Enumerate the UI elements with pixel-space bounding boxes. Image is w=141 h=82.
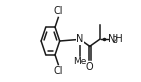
Text: Cl: Cl (54, 6, 63, 16)
Text: Cl: Cl (54, 66, 63, 76)
Text: 2: 2 (112, 36, 117, 45)
Text: N: N (76, 34, 84, 44)
Text: NH: NH (108, 34, 123, 44)
Text: Me: Me (73, 57, 87, 66)
Text: O: O (86, 62, 94, 72)
